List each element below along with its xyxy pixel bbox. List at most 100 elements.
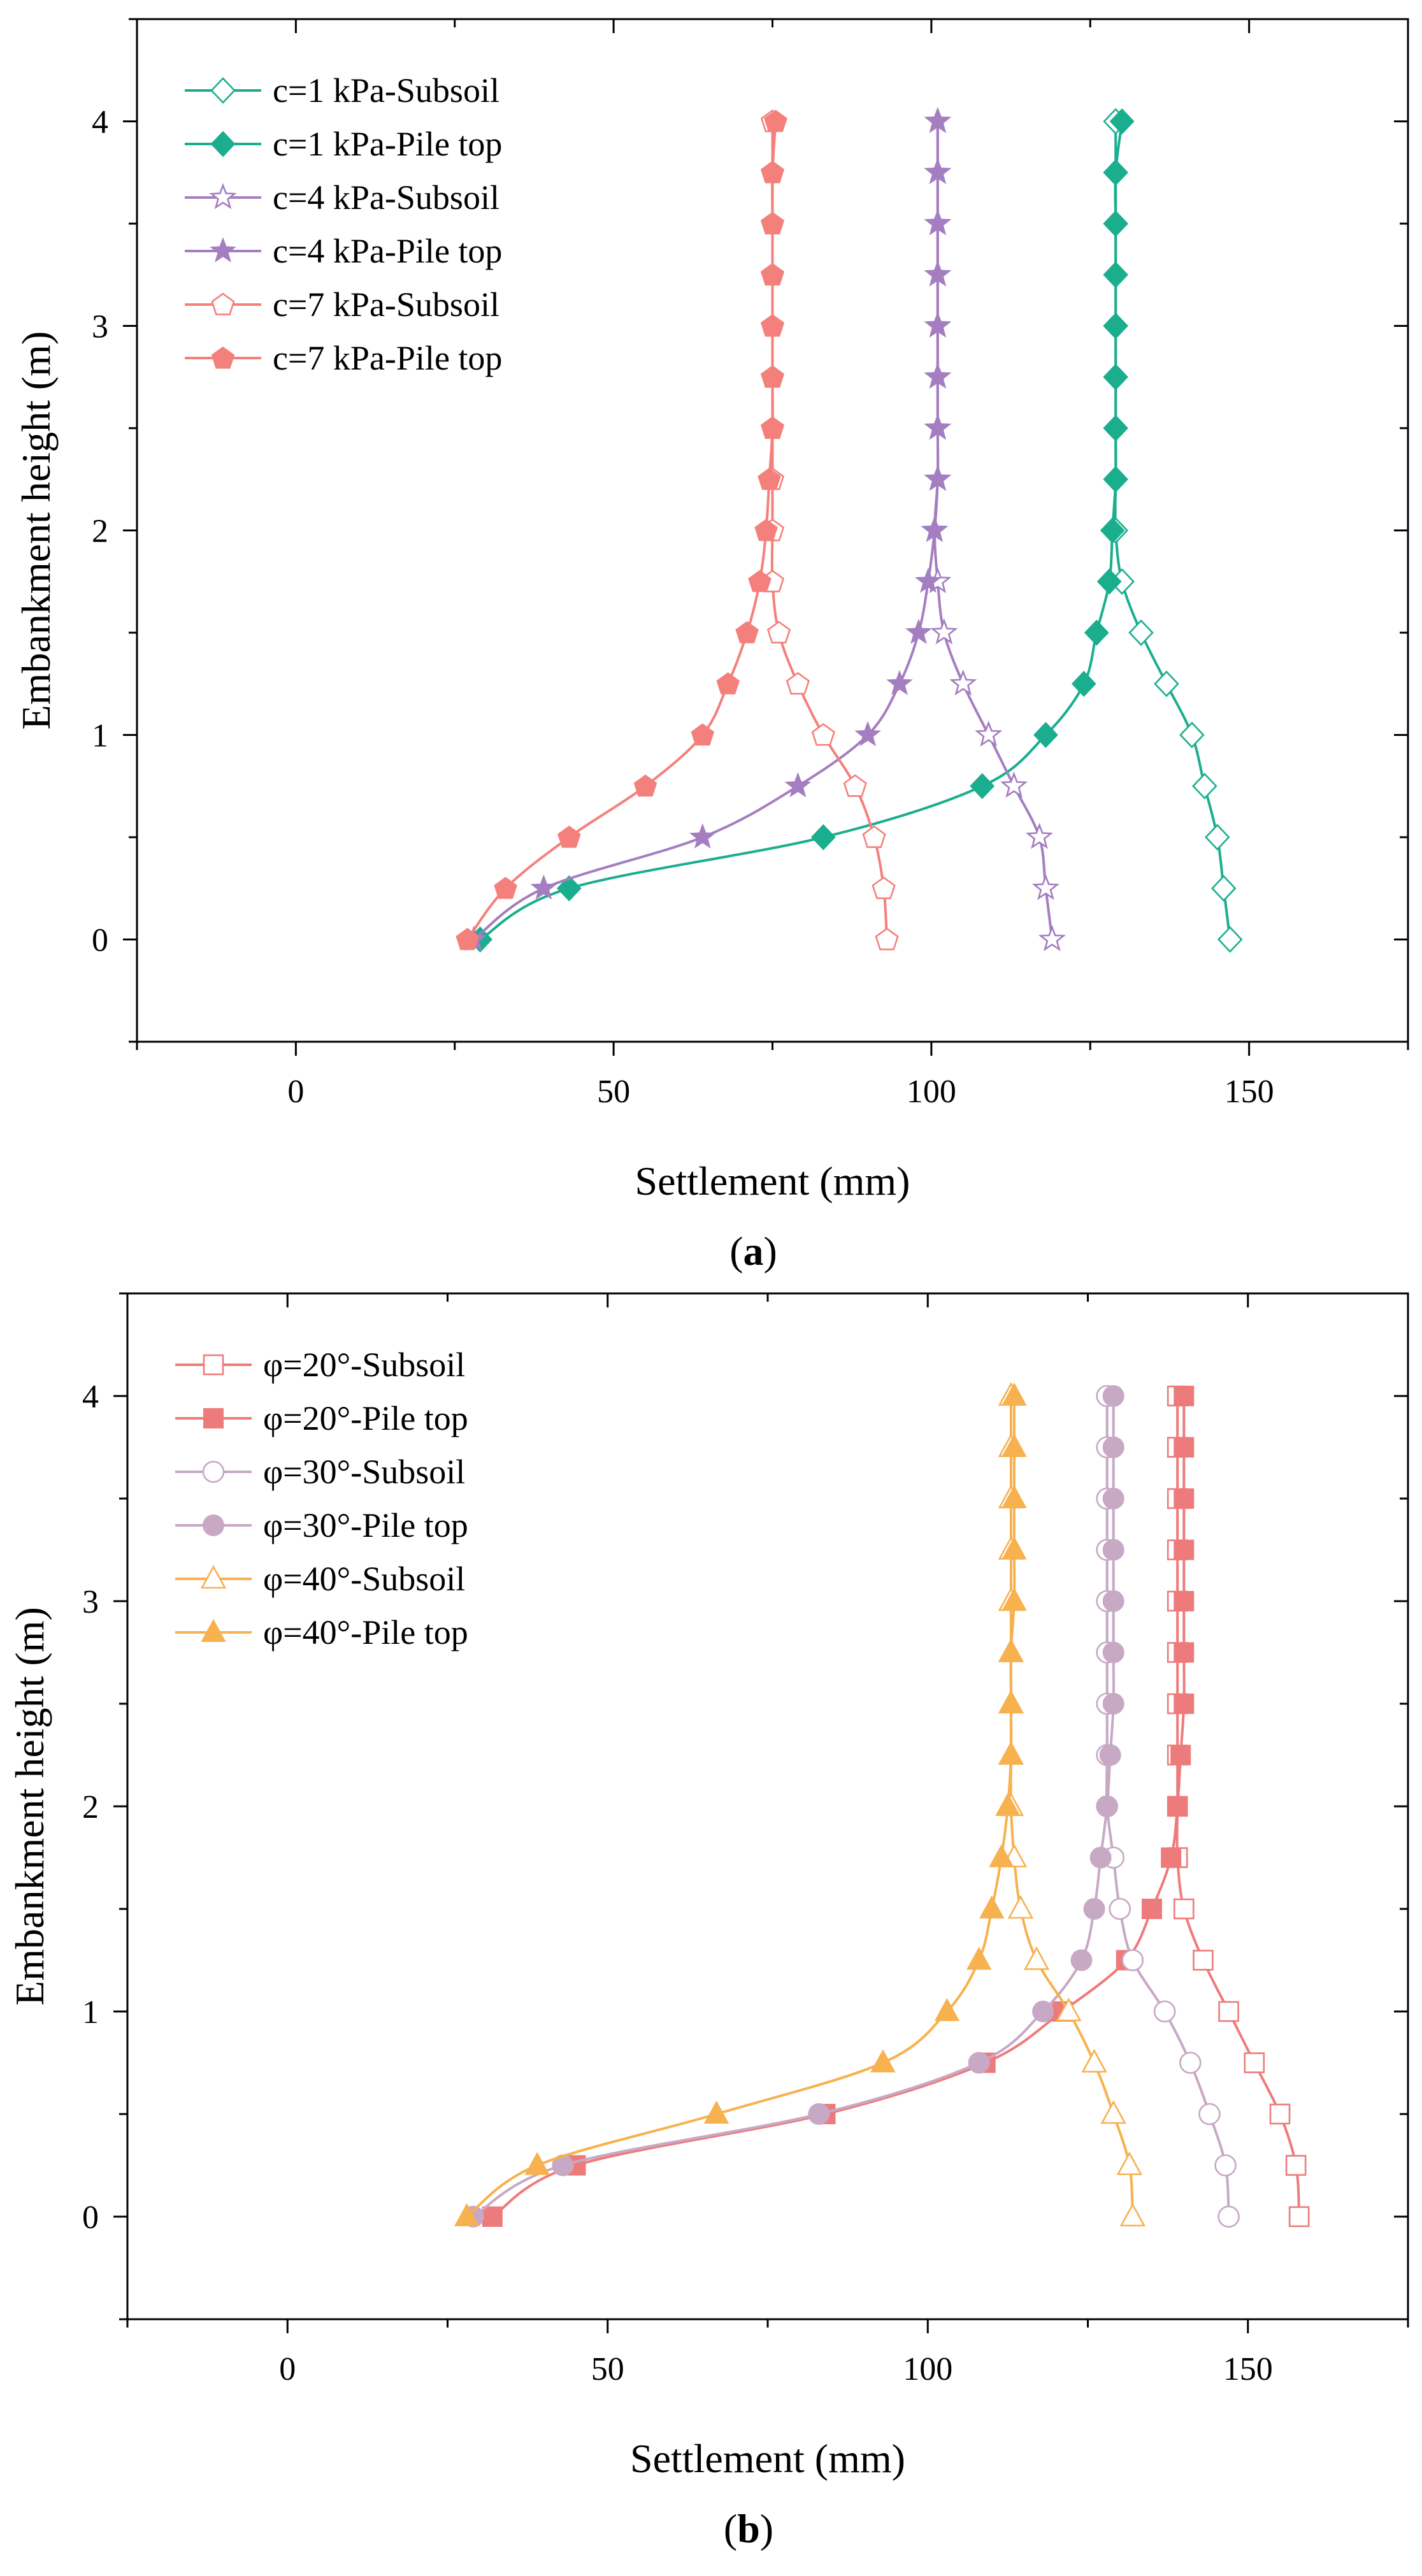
data-point <box>949 669 977 696</box>
x-tick-label: 100 <box>903 2351 952 2387</box>
data-point <box>1081 2048 1107 2073</box>
data-point <box>1244 2052 1265 2073</box>
legend-item: φ=40°-Pile top <box>175 1613 468 1651</box>
legend-item: φ=30°-Subsoil <box>175 1453 465 1491</box>
data-point <box>998 1639 1024 1662</box>
data-point <box>633 774 657 797</box>
data-point <box>808 2103 830 2125</box>
legend-marker <box>203 1515 224 1536</box>
data-point <box>1103 415 1128 442</box>
data-point <box>870 2049 896 2073</box>
data-point <box>1174 1488 1195 1509</box>
legend-marker <box>209 183 237 210</box>
data-point <box>1103 364 1128 391</box>
data-point <box>924 210 951 235</box>
legend-marker <box>211 346 235 369</box>
data-point <box>758 467 781 490</box>
caption-letter: b <box>737 2506 760 2551</box>
x-tick-label: 150 <box>1223 2351 1273 2387</box>
y-tick-label: 4 <box>92 104 108 141</box>
legend-item: φ=20°-Pile top <box>175 1399 468 1437</box>
data-point <box>1128 619 1154 646</box>
data-point <box>1174 1386 1195 1406</box>
data-point <box>1032 2001 1054 2022</box>
data-point <box>1217 926 1243 953</box>
legend-item: c=1 kPa-Pile top <box>185 125 502 163</box>
data-point <box>761 314 784 337</box>
data-point <box>761 212 784 234</box>
data-point <box>1103 466 1128 493</box>
data-point <box>556 875 582 902</box>
legend-item: c=7 kPa-Pile top <box>185 339 502 377</box>
data-point <box>921 516 948 542</box>
data-point <box>761 263 784 285</box>
x-tick-label: 50 <box>591 2351 624 2387</box>
data-point <box>966 1946 992 1970</box>
data-point <box>1198 2103 1221 2126</box>
data-point <box>1103 159 1128 186</box>
data-point <box>924 465 951 491</box>
caption-open: ( <box>729 1228 743 1274</box>
data-point <box>1038 925 1066 951</box>
data-point <box>975 720 1003 747</box>
series-5 <box>998 1382 1146 2227</box>
data-point <box>924 363 951 389</box>
chart-a: 0 50 100 150 0 1 2 3 4 Settlement (mm) Embankment … <box>13 18 1409 1274</box>
data-point <box>1100 517 1125 543</box>
data-point <box>1103 210 1128 237</box>
x-tick-label: 100 <box>907 1074 956 1110</box>
legend-item: c=7 kPa-Subsoil <box>185 285 499 324</box>
data-point <box>786 672 810 695</box>
series-line <box>466 121 777 940</box>
panel-caption: (a) <box>729 1228 777 1274</box>
legend-label: c=4 kPa-Subsoil <box>273 178 499 217</box>
data-point <box>1288 2206 1310 2227</box>
data-point <box>1218 2001 1239 2022</box>
data-point <box>761 161 784 183</box>
data-point <box>1025 823 1053 849</box>
data-point <box>1174 1642 1195 1663</box>
caption-open: ( <box>724 2506 737 2551</box>
y-tick-label: 1 <box>82 1994 99 2031</box>
data-point <box>1204 824 1230 851</box>
x-axis-label: Settlement (mm) <box>630 2436 905 2481</box>
data-point <box>1179 721 1205 749</box>
data-point <box>872 876 896 900</box>
series-line <box>1114 121 1232 940</box>
data-point <box>530 874 557 900</box>
legend-marker <box>201 1618 226 1642</box>
data-point <box>1031 874 1060 900</box>
data-point <box>761 365 784 388</box>
data-point <box>716 672 740 694</box>
data-point <box>482 2206 503 2227</box>
series-4 <box>460 107 951 951</box>
legend-label: c=7 kPa-Pile top <box>273 339 502 377</box>
legend-label: c=7 kPa-Subsoil <box>273 285 499 324</box>
x-tick-label: 150 <box>1224 1074 1274 1110</box>
series-6 <box>456 110 787 951</box>
legend-item: φ=40°-Subsoil <box>175 1560 465 1598</box>
data-point <box>1096 1795 1118 1817</box>
data-point <box>689 823 716 849</box>
data-point <box>924 107 951 133</box>
data-point <box>1002 1587 1027 1611</box>
data-point <box>854 721 881 747</box>
caption-close: ) <box>764 1228 777 1274</box>
data-point <box>1103 313 1128 339</box>
legend-marker <box>202 1460 225 1483</box>
data-point <box>970 773 995 800</box>
legend-label: c=1 kPa-Subsoil <box>273 71 499 110</box>
data-point <box>810 824 836 851</box>
data-point <box>1070 1949 1093 1971</box>
data-point <box>1102 1693 1124 1715</box>
data-point <box>1154 670 1179 698</box>
data-point <box>1089 1846 1112 1869</box>
data-point <box>1002 1485 1027 1508</box>
data-point <box>968 2052 990 2074</box>
data-point <box>1174 1591 1195 1611</box>
data-point <box>989 1844 1014 1867</box>
data-point <box>1119 2203 1146 2227</box>
data-point <box>764 110 787 133</box>
data-point <box>1002 1536 1027 1560</box>
